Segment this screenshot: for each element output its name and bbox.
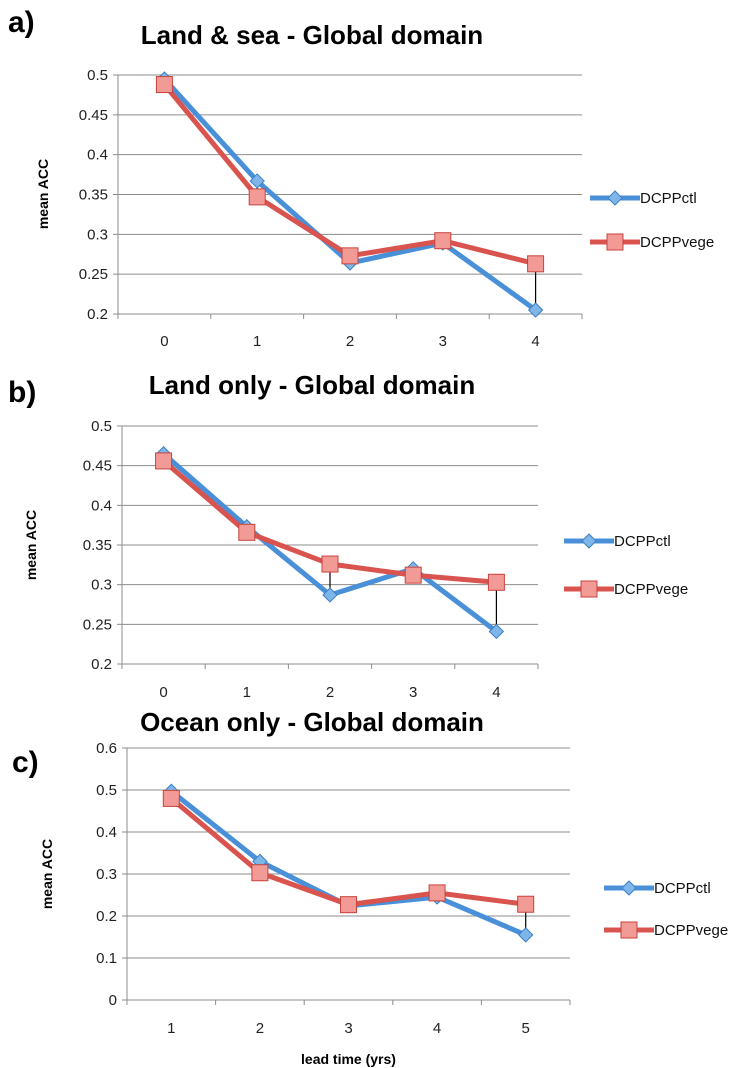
legend-item-DCPPctl: DCPPctl [604,880,711,897]
data-point-DCPPvege [155,452,173,470]
x-tick-label: 3 [344,1020,352,1037]
data-point-DCPPvege [517,895,535,913]
x-tick-label: 1 [253,333,261,350]
legend-label: DCPPctl [614,533,671,550]
data-point-DCPPvege [162,789,180,807]
chart-title: Land & sea - Global domain [141,20,483,50]
data-point-DCPPvege [238,523,256,541]
y-tick-label: 0.6 [96,740,117,757]
y-tick-label: 0.3 [91,577,112,594]
data-point-DCPPvege [340,896,357,914]
panel-label: a) [8,6,35,39]
x-tick-label: 4 [433,1020,441,1037]
series-line-DCPPvege [169,796,527,908]
x-tick-label: 1 [243,684,251,701]
legend-label: DCPPvege [654,922,728,939]
data-point-DCPPvege [527,255,545,273]
x-tick-label: 4 [531,333,539,350]
legend-item-DCPPctl: DCPPctl [564,533,671,550]
x-tick-label: 1 [167,1020,175,1037]
x-tick-label: 2 [326,684,334,701]
y-tick-label: 0.2 [96,908,117,925]
data-point-DCPPctl [517,927,534,943]
legend-label: DCPPctl [640,190,697,207]
x-tick-label: 5 [522,1020,530,1037]
y-tick-label: 0.25 [83,616,112,633]
y-tick-label: 0.3 [96,866,117,883]
legend-swatch-marker [606,233,624,251]
x-tick-label: 0 [159,684,167,701]
y-tick-label: 0.4 [91,497,112,514]
data-point-DCPPvege [487,573,505,591]
x-tick-label: 2 [256,1020,264,1037]
data-point-DCPPctl [527,302,544,318]
y-tick-label: 0.4 [87,147,108,164]
data-point-DCPPvege [404,566,422,584]
y-tick-label: 0.4 [96,824,117,841]
y-tick-label: 0.45 [83,458,112,475]
x-tick-label: 3 [409,684,417,701]
data-point-DCPPctl [488,623,505,640]
chart-panel-1: a) Land & sea - Global domain 0.2 0.25 0.3 0.… [8,6,714,350]
chart-panel-3: c) Ocean only - Global domain 0 0.1 0.2 0.3 0.… [12,707,728,1067]
data-point-DCPPvege [341,247,359,265]
y-tick-label: 0.35 [83,537,112,554]
legend-swatch-marker [620,921,638,939]
data-point-DCPPvege [428,884,446,902]
data-point-DCPPvege [251,864,269,882]
panel-label: c) [12,746,39,779]
chart-title: Land only - Global domain [149,370,475,400]
legend-item-DCPPctl: DCPPctl [590,190,697,207]
y-tick-label: 0.35 [79,187,108,204]
data-point-DCPPvege [434,232,452,250]
legend-item-DCPPvege: DCPPvege [604,921,728,939]
legend-swatch-marker [580,580,598,598]
y-tick-label: 0.3 [87,226,108,243]
legend-item-DCPPvege: DCPPvege [564,580,688,598]
y-tick-label: 0.1 [96,950,117,967]
y-axis-label: mean ACC [23,510,39,580]
y-tick-label: 0.2 [87,306,108,323]
y-tick-label: 0.5 [96,782,117,799]
y-tick-label: 0.25 [79,266,108,283]
data-point-DCPPctl [249,173,265,189]
data-point-DCPPvege [155,76,173,94]
data-point-DCPPctl [322,587,338,603]
y-tick-label: 0.5 [87,67,108,84]
x-tick-label: 0 [160,333,168,350]
y-tick-label: 0 [109,992,117,1009]
series-line-DCPPctl [161,451,498,634]
legend-label: DCPPvege [640,234,714,251]
series-line-DCPPvege [162,82,537,267]
x-axis-label: lead time (yrs) [301,1051,396,1067]
y-axis-label: mean ACC [35,159,51,229]
y-tick-label: 0.5 [91,418,112,435]
chart-panel-2: b) Land only - Global domain 0.2 0.25 0.3 0.3… [8,370,688,701]
x-tick-label: 3 [439,333,447,350]
y-tick-label: 0.2 [91,656,112,673]
legend-item-DCPPvege: DCPPvege [590,233,714,251]
data-point-DCPPvege [248,188,266,206]
legend-swatch-marker [607,190,623,206]
legend-label: DCPPctl [654,880,711,897]
data-point-DCPPvege [321,555,339,573]
chart-title: Ocean only - Global domain [140,707,484,737]
y-tick-label: 0.45 [79,107,108,124]
legend-label: DCPPvege [614,581,688,598]
x-tick-label: 2 [346,333,354,350]
y-axis-label: mean ACC [39,839,55,909]
x-tick-label: 4 [492,684,500,701]
legend-swatch-marker [621,880,637,896]
legend-swatch-marker [581,533,597,549]
panel-label: b) [8,376,36,409]
